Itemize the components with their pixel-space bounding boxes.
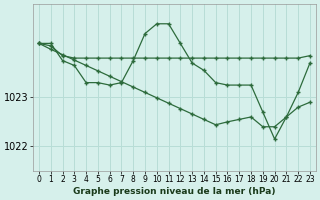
X-axis label: Graphe pression niveau de la mer (hPa): Graphe pression niveau de la mer (hPa) bbox=[73, 187, 276, 196]
